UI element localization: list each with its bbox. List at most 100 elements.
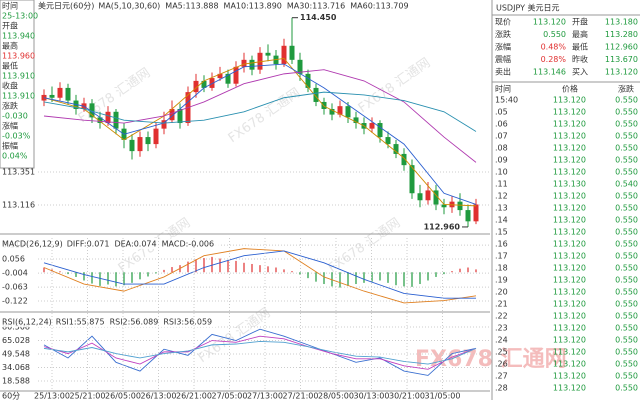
legend-text: MA60:113.709 [350, 2, 408, 11]
trade-change: 0.550 [615, 324, 638, 333]
candle-body [241, 59, 247, 67]
x-tick-label: 27/13:00 [247, 392, 283, 400]
trades-header: 时间 [495, 84, 511, 94]
legend-bg [1, 239, 220, 249]
trade-price: 113.120 [553, 120, 586, 129]
legend-text: MA30:113.716 [287, 2, 345, 11]
candle-body [129, 139, 135, 152]
trade-change: 0.550 [615, 252, 638, 261]
candle-body [113, 111, 119, 129]
period-label: 60分 [2, 392, 20, 400]
candle-body [153, 128, 159, 145]
trade-time: .25 [495, 348, 508, 357]
indicator-line [43, 69, 477, 163]
trade-time: .24 [495, 336, 508, 345]
trade-price: 113.120 [553, 324, 586, 333]
trade-price: 113.130 [553, 180, 586, 189]
candle-body [417, 193, 423, 201]
trade-time: .09 [495, 156, 508, 165]
candle-body [393, 144, 399, 154]
trade-change: 0.550 [615, 336, 638, 345]
trade-price: 113.120 [553, 372, 586, 381]
candle-body [209, 78, 215, 88]
candle-body [217, 73, 223, 79]
candle-body [193, 80, 199, 93]
legend-text: MA5:113.888 [165, 2, 218, 11]
indicator-line [43, 250, 476, 299]
indicator-line [43, 335, 477, 370]
trade-price: 113.120 [553, 300, 586, 309]
candle-body [465, 210, 471, 222]
trade-price: 113.120 [553, 216, 586, 225]
x-tick-label: 27/05:00 [212, 392, 248, 400]
data-window-label: 收盘 [2, 81, 18, 91]
trade-price: 113.120 [553, 348, 586, 357]
data-window-value: 25-13:00 [2, 12, 38, 21]
x-tick-label: 30/13:00 [354, 392, 390, 400]
legend-text: RSI1:55.875 [56, 318, 105, 327]
trade-price: 113.120 [553, 288, 586, 297]
trade-price: 113.120 [553, 240, 586, 249]
trade-change: 0.550 [615, 276, 638, 285]
candle-body [145, 137, 151, 145]
data-window-label: 时间 [2, 1, 18, 11]
x-tick-label: 30/21:00 [389, 392, 425, 400]
candle-body [297, 59, 303, 74]
trades-header: 涨跌 [618, 84, 634, 94]
trade-price: 113.120 [553, 312, 586, 321]
trade-change: 0.550 [615, 156, 638, 165]
trade-time: .28 [495, 384, 508, 393]
indicator-line [43, 340, 477, 365]
candle-body [65, 87, 71, 101]
candle-body [353, 117, 359, 124]
trade-change: 0.550 [615, 360, 638, 369]
trade-time: .14 [495, 216, 508, 225]
trade-time: .22 [495, 312, 508, 321]
y-tick-label: 18.588 [2, 377, 30, 386]
quote-value: 113.120 [533, 18, 566, 27]
quote-label: 开盘 [572, 17, 588, 27]
trade-change: 0.550 [615, 132, 638, 141]
annotation: 112.960 [424, 222, 461, 231]
legend-text: MACD:-0.006 [162, 240, 214, 249]
trade-change: 0.550 [615, 144, 638, 153]
data-window-value: -0.03% [2, 132, 31, 141]
y-tick-label: 34.068 [2, 363, 30, 372]
data-window-label: 开盘 [2, 21, 18, 31]
candle-body [369, 123, 375, 129]
legend-text: RSI2:56.089 [110, 318, 159, 327]
trade-time: .15 [495, 228, 508, 237]
legend-text: DIFF:0.071 [67, 240, 110, 249]
legend-text: DEA:0.074 [114, 240, 156, 249]
data-window-value: -0.030 [2, 112, 28, 121]
candle-body [89, 103, 95, 118]
candle-body [257, 52, 263, 70]
watermark-logo: FX678 汇通网 [415, 347, 567, 372]
y-tick-label: -0.004 [2, 269, 28, 278]
trade-change: 0.550 [615, 300, 638, 309]
candle-body [433, 190, 439, 205]
candle-body [337, 106, 343, 115]
y-tick-label: 113.351 [2, 168, 35, 177]
trade-time: .06 [495, 120, 508, 129]
data-window-label: 涨跌 [2, 101, 18, 111]
trade-price: 113.120 [553, 168, 586, 177]
trade-change: 0.540 [615, 180, 638, 189]
trade-price: 113.120 [553, 132, 586, 141]
y-tick-label: 0.056 [2, 255, 25, 264]
trade-price: 113.120 [553, 276, 586, 285]
trade-change: 0.550 [615, 384, 638, 393]
trade-time: .13 [495, 204, 508, 213]
trade-price: 113.120 [553, 144, 586, 153]
candle-body [409, 165, 415, 194]
trade-time: .20 [495, 288, 508, 297]
candle-body [289, 45, 295, 60]
y-tick-label: -0.063 [2, 283, 28, 292]
quote-label: 买入 [572, 68, 588, 77]
x-tick-label: 31/05:00 [425, 392, 461, 400]
candle-body [177, 108, 183, 124]
trades-header: 价格 [562, 84, 578, 94]
trade-price: 113.120 [553, 96, 586, 105]
candle-body [345, 106, 351, 118]
